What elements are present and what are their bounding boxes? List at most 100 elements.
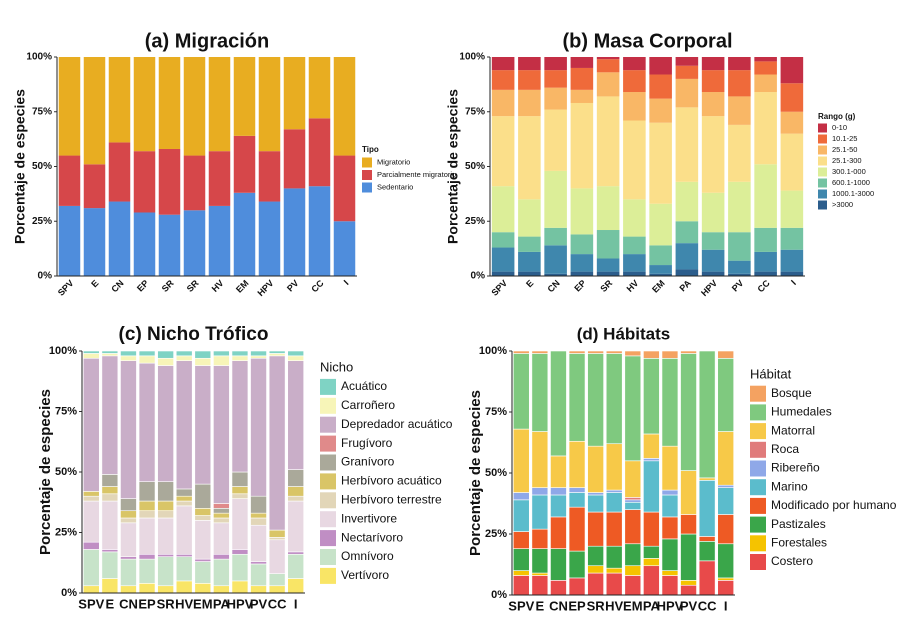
legend-label: Herbívoro acuático [341,474,442,488]
legend-label: Sedentario [377,182,413,191]
x-tick-label: I [342,278,351,287]
bar-segment [701,116,725,193]
bar-segment [83,541,100,550]
bar-segment [231,355,249,361]
bar-segment [701,92,725,117]
bar-segment [570,89,594,103]
legend-label: Roca [771,442,799,456]
bar-segment [570,102,594,189]
bar-segment [133,151,156,213]
legend-label: Pastizales [771,517,826,531]
bar-segment [643,511,660,547]
bar-segment [213,522,230,555]
bar-segment [596,72,620,97]
bar-segment [83,585,100,594]
y-tick-label: 100% [26,52,52,63]
bar-segment [661,494,679,518]
bar-segment [661,445,679,491]
bar-segment [213,585,230,594]
bar-segment [213,350,230,357]
bar-segment [550,455,567,488]
x-tick-label: CC [268,596,287,611]
bar-segment [101,486,119,495]
bar-segment [213,503,230,509]
bar-segment [287,578,304,594]
bar-segment [250,561,267,565]
bar-segment [728,181,751,233]
bar-segment [138,583,156,594]
bar-segment [194,520,212,560]
bar-segment [250,355,267,359]
legend-swatch [818,189,827,199]
x-tick-label: EP [572,278,588,294]
legend-swatch [750,535,766,552]
bar-segment [596,186,620,231]
bar-segment [183,155,206,211]
legend-label: 0-10 [832,123,847,132]
bar-segment [158,57,181,149]
x-tick-label: EM [193,596,213,611]
bar-segment [780,271,804,276]
bar-segment [157,556,174,587]
bar-segment [587,350,604,354]
legend-swatch [320,454,336,471]
legend-swatch [362,157,372,168]
bar-segment [649,74,672,99]
x-tick-label: CC [309,278,326,295]
bar-segment [717,543,734,579]
bar-segment [531,353,549,432]
bar-segment [570,234,594,255]
bar-segment [587,492,604,496]
x-tick-label: EP [568,598,586,613]
x-tick-label: CN [119,596,138,611]
bar-segment [491,271,515,276]
bar-segment [513,499,530,532]
bar-segment [698,480,716,537]
x-tick-label: CN [545,278,561,294]
bar-segment [231,471,249,487]
x-tick-label: SPV [508,598,534,613]
bar-segment [157,365,174,482]
bar-segment [268,353,286,357]
bar-segment [175,505,193,555]
bar-segment [780,57,804,84]
bar-segment [518,89,541,117]
bar-segment [175,355,193,361]
bar-segment [544,87,567,110]
bar-segment [701,249,725,272]
bar-segment [518,116,541,200]
bar-segment [491,57,515,71]
bar-segment [194,483,212,509]
y-axis-label: Porcentaje de especies [467,390,484,556]
bar-segment [550,350,567,457]
bar-segment [624,355,642,462]
bar-segment [231,350,249,357]
bar-segment [605,511,623,547]
bar-segment [158,148,181,215]
bar-segment [531,528,549,549]
bar-segment [283,129,306,189]
chart-title: (b) Masa Corporal [562,30,732,52]
bar-segment [513,428,530,493]
bar-segment [194,515,212,521]
bar-segment [568,492,586,508]
bar-segment [717,484,734,488]
bar-segment [698,560,716,596]
legend-swatch [818,123,827,133]
bar-segment [268,355,286,531]
bar-segment [83,164,106,209]
legend-title: Rango (g) [818,112,856,121]
legend-label: Carroñero [341,398,395,412]
bar-segment [101,474,119,487]
legend-swatch [750,516,766,533]
x-tick-label: SR [598,278,614,294]
bar-segment [643,460,660,513]
bar-segment [513,492,530,501]
y-tick-label: 100% [479,345,507,357]
bar-segment [605,567,623,574]
bar-segment [596,271,620,276]
bar-segment [233,135,256,193]
bar-segment [287,360,304,470]
bar-segment [680,470,697,515]
x-tick-label: SPV [78,596,104,611]
